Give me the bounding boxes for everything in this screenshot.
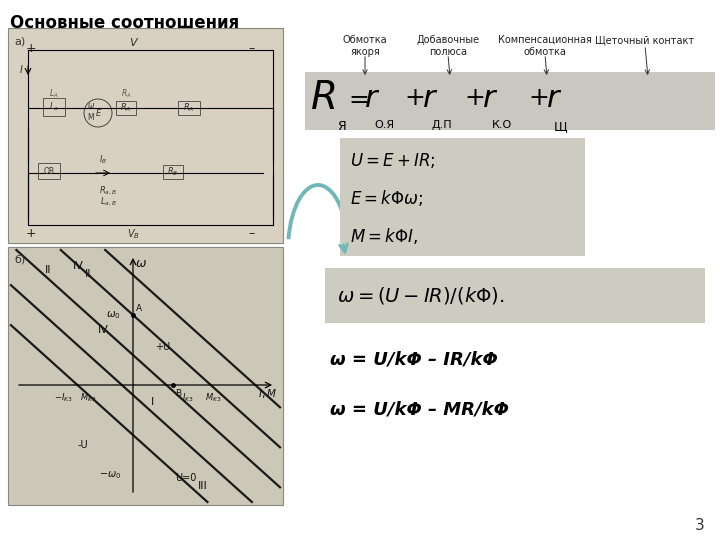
FancyBboxPatch shape	[8, 28, 283, 243]
Text: ω = U/kΦ – IR/kΦ: ω = U/kΦ – IR/kΦ	[330, 351, 498, 369]
Text: +: +	[26, 227, 37, 240]
Text: $I, M$: $I, M$	[258, 387, 277, 400]
Text: II: II	[45, 265, 51, 275]
Text: а): а)	[14, 36, 25, 46]
Text: $L_a$: $L_a$	[49, 101, 59, 113]
Text: M: M	[88, 113, 94, 123]
FancyBboxPatch shape	[8, 247, 283, 505]
Text: –: –	[248, 42, 254, 55]
Text: Добавочные
полюса: Добавочные полюса	[416, 35, 480, 57]
Text: $\mathit{r}$: $\mathit{r}$	[546, 84, 562, 113]
Text: OB: OB	[43, 166, 55, 176]
FancyBboxPatch shape	[325, 268, 705, 323]
FancyBboxPatch shape	[340, 138, 585, 256]
Text: Щ: Щ	[554, 119, 567, 132]
Text: Компенсационная
обмотка: Компенсационная обмотка	[498, 35, 592, 57]
Text: $\mathit{R}$: $\mathit{R}$	[310, 79, 336, 117]
Text: $U = E + IR;$: $U = E + IR;$	[350, 151, 436, 170]
Text: $+$: $+$	[404, 86, 424, 110]
Text: +U: +U	[155, 342, 170, 352]
Text: $V_B$: $V_B$	[127, 227, 140, 241]
Text: $I_{K3}$: $I_{K3}$	[182, 392, 194, 404]
Text: $R_B$: $R_B$	[167, 166, 179, 178]
Text: Обмотка
якоря: Обмотка якоря	[343, 35, 387, 57]
Text: $+$: $+$	[528, 86, 548, 110]
Text: -U: -U	[78, 440, 89, 450]
Text: $I_B$: $I_B$	[99, 153, 107, 166]
Text: E: E	[95, 109, 101, 118]
Text: б): б)	[14, 255, 25, 265]
Text: A: A	[136, 304, 142, 313]
Text: +: +	[26, 42, 37, 55]
Text: V: V	[129, 38, 137, 48]
Text: $+$: $+$	[464, 86, 485, 110]
FancyBboxPatch shape	[38, 163, 60, 179]
Text: О.Я: О.Я	[374, 119, 394, 130]
Text: $L_{a,B}$: $L_{a,B}$	[99, 196, 117, 208]
Text: U=0: U=0	[175, 473, 197, 483]
Text: $-\omega_0$: $-\omega_0$	[99, 469, 121, 481]
Text: $R_A$: $R_A$	[184, 102, 194, 114]
FancyBboxPatch shape	[43, 98, 65, 116]
Text: ω = U/kΦ – MR/kΦ: ω = U/kΦ – MR/kΦ	[330, 401, 509, 419]
Text: Щеточный контакт: Щеточный контакт	[595, 35, 695, 45]
Text: $R_A$: $R_A$	[121, 87, 131, 100]
Text: Д.П: Д.П	[432, 119, 453, 130]
Text: III: III	[198, 481, 208, 491]
Text: $M_{K3}$: $M_{K3}$	[204, 392, 221, 404]
Text: $\mathit{r}$: $\mathit{r}$	[364, 84, 380, 113]
Text: $M_{K3}$: $M_{K3}$	[80, 392, 96, 404]
Text: $E = k\Phi\omega;$: $E = k\Phi\omega;$	[350, 188, 423, 208]
Text: $\omega = (U - IR)/(k\Phi).$: $\omega = (U - IR)/(k\Phi).$	[337, 285, 505, 306]
Text: I: I	[19, 65, 22, 75]
FancyBboxPatch shape	[163, 165, 183, 179]
Text: $L_A$: $L_A$	[49, 87, 59, 100]
Text: –: –	[248, 227, 254, 240]
Text: $\mathit{r}$: $\mathit{r}$	[482, 84, 498, 113]
Text: $\omega$: $\omega$	[87, 100, 95, 110]
Text: IV: IV	[73, 261, 84, 271]
FancyBboxPatch shape	[305, 72, 715, 130]
Text: $=$: $=$	[344, 86, 369, 110]
FancyBboxPatch shape	[178, 101, 200, 115]
Text: IV: IV	[98, 325, 109, 335]
Text: 3: 3	[695, 517, 705, 532]
Text: $\omega$: $\omega$	[135, 257, 147, 270]
Text: Основные соотношения: Основные соотношения	[10, 14, 239, 32]
Text: $R_{a,B}$: $R_{a,B}$	[99, 185, 117, 197]
Text: B: B	[175, 389, 181, 398]
Text: $M = k\Phi I,$: $M = k\Phi I,$	[350, 226, 418, 246]
Text: К.О: К.О	[492, 119, 512, 130]
Text: Я: Я	[337, 119, 346, 132]
FancyBboxPatch shape	[116, 101, 136, 115]
Text: II: II	[85, 269, 91, 279]
Text: $R_A$: $R_A$	[120, 102, 132, 114]
Text: I: I	[151, 397, 154, 407]
Text: $\omega_0$: $\omega_0$	[106, 309, 121, 321]
Text: $\mathit{r}$: $\mathit{r}$	[422, 84, 438, 113]
Text: $-I_{K3}$: $-I_{K3}$	[54, 392, 72, 404]
